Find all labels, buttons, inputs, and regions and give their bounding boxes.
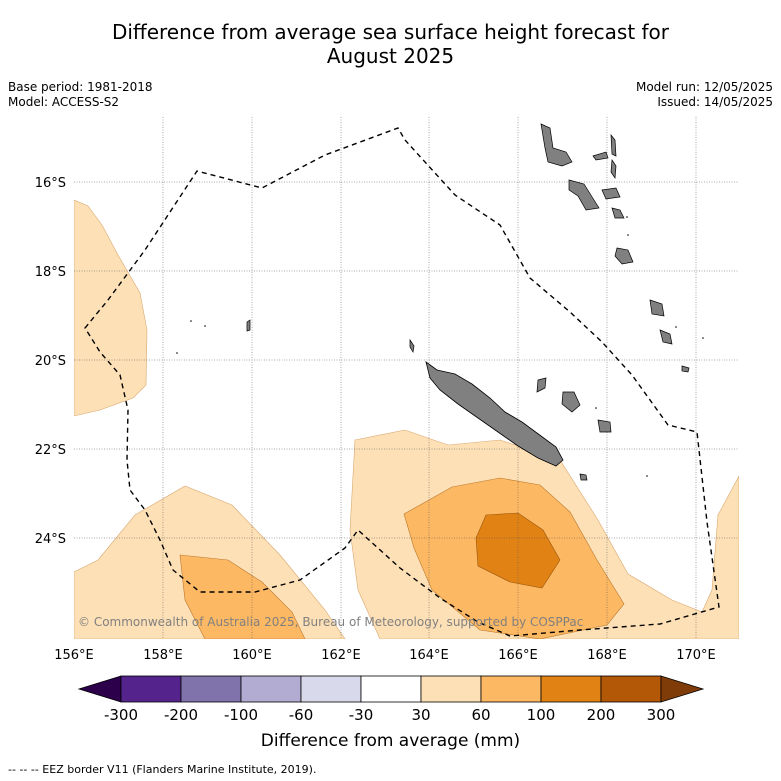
lat-label: 18°S <box>35 265 66 280</box>
map-panel: © Commonwealth of Australia 2025, Bureau… <box>74 117 739 639</box>
isle-of-pines <box>579 473 588 481</box>
colorbar-tick-label: 200 <box>587 706 616 724</box>
colorbar-tick-label: 100 <box>527 706 556 724</box>
reef-dot <box>204 325 206 327</box>
colorbar-extend-high <box>660 675 705 703</box>
colorbar-bin <box>540 675 602 703</box>
lifou-island <box>561 391 581 413</box>
colorbar-bin <box>240 675 302 703</box>
lon-label: 166°E <box>498 648 538 663</box>
epi-island <box>611 207 625 219</box>
colorbar-tick-label: 60 <box>471 706 490 724</box>
latitude-labels: 16°S 18°S 20°S 22°S 24°S <box>35 176 66 547</box>
pentecost-island <box>610 158 617 180</box>
new-caledonia <box>425 361 564 467</box>
mare-island <box>597 419 612 433</box>
gridlines <box>74 117 739 639</box>
meta-right: Model run: 12/05/2025 Issued: 14/05/2025 <box>636 80 773 110</box>
erromango-island <box>649 299 665 317</box>
tanna-island <box>659 329 673 345</box>
copyright-text: © Commonwealth of Australia 2025, Bureau… <box>78 615 583 629</box>
colorbar-label: Difference from average (mm) <box>260 731 521 751</box>
colorbar-bin <box>300 675 362 703</box>
ouvea-island <box>536 377 547 393</box>
ambae-island <box>592 151 609 161</box>
reef-dot <box>627 234 629 236</box>
reef-dot <box>626 216 628 218</box>
model-run: Model run: 12/05/2025 <box>635 80 773 94</box>
colorbar-bin <box>180 675 242 703</box>
colorbar-tick-label: -60 <box>289 706 314 724</box>
reef-dot <box>702 337 704 339</box>
lat-label: 16°S <box>35 176 66 191</box>
belep-islet <box>409 338 415 353</box>
chesterfield-islet <box>246 319 251 332</box>
reef-dot <box>646 475 648 477</box>
colorbar: -300 -200 -100 -60 -30 30 60 100 200 300 <box>77 675 705 724</box>
base-period: Base period: 1981-2018 <box>8 80 153 94</box>
maewo-island <box>610 133 617 157</box>
malakula-island <box>568 179 600 211</box>
colorbar-extend-low <box>77 675 122 703</box>
reef-dot <box>190 320 192 322</box>
ambrym-island <box>601 187 621 200</box>
colorbar-tick-label: -100 <box>224 706 258 724</box>
lon-label: 156°E <box>54 648 94 663</box>
reef-dot <box>675 326 677 328</box>
colorbar-bin <box>480 675 542 703</box>
colorbar-bin <box>600 675 662 703</box>
espiritu-santo <box>540 123 573 167</box>
lat-label: 22°S <box>35 443 66 458</box>
model-name: Model: ACCESS-S2 <box>8 95 120 109</box>
colorbar-bin <box>420 675 482 703</box>
colorbar-tick-label: -30 <box>349 706 374 724</box>
eez-footnote: -- -- -- EEZ border V11 (Flanders Marine… <box>8 763 317 776</box>
reef-dot <box>595 407 597 409</box>
lon-label: 158°E <box>143 648 183 663</box>
title-line-1: Difference from average sea surface heig… <box>111 20 670 44</box>
anomaly-southwest-60-100 <box>179 554 306 639</box>
anomaly-west-30-60 <box>74 199 148 417</box>
meta-left: Base period: 1981-2018 Model: ACCESS-S2 <box>8 80 153 110</box>
colorbar-tick-label: -300 <box>104 706 138 724</box>
efate-island <box>614 247 634 265</box>
eez-border <box>84 127 720 637</box>
colorbar-bin <box>360 675 422 703</box>
colorbar-tick-label: -200 <box>164 706 198 724</box>
title-line-2: August 2025 <box>326 44 455 68</box>
lon-label: 160°E <box>232 648 272 663</box>
lat-label: 24°S <box>35 532 66 547</box>
reef-dot <box>176 352 178 354</box>
issued-date: Issued: 14/05/2025 <box>657 95 773 109</box>
longitude-labels: 156°E 158°E 160°E 162°E 164°E 166°E 168°… <box>54 648 716 663</box>
lon-label: 168°E <box>587 648 627 663</box>
lon-label: 170°E <box>676 648 716 663</box>
lat-label: 20°S <box>35 354 66 369</box>
colorbar-tick-label: 300 <box>647 706 676 724</box>
lon-label: 162°E <box>321 648 361 663</box>
colorbar-tick-label: 30 <box>411 706 430 724</box>
colorbar-bin <box>120 675 182 703</box>
aneityum-island <box>681 365 690 373</box>
lon-label: 164°E <box>409 648 449 663</box>
map-title: Difference from average sea surface heig… <box>0 20 781 68</box>
